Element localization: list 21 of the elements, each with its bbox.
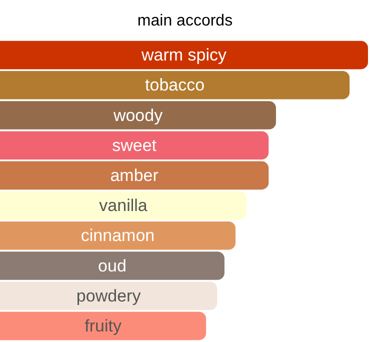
y-tick-label: cinnamon — [80, 226, 155, 246]
bar — [0, 161, 269, 190]
bar — [0, 222, 236, 250]
bar — [0, 282, 218, 310]
y-tick-label: warm spicy — [140, 46, 227, 65]
chart-title: main accords — [137, 12, 233, 30]
bar — [0, 101, 276, 130]
y-tick-label: tobacco — [145, 76, 205, 95]
y-tick-label: oud — [98, 256, 126, 276]
y-tick-label: sweet — [112, 136, 157, 155]
y-tick-label: amber — [110, 166, 159, 185]
y-tick-label: fruity — [84, 316, 122, 336]
bar — [0, 191, 247, 220]
bar — [0, 252, 224, 280]
bar — [0, 131, 269, 160]
y-tick-label: powdery — [76, 286, 142, 306]
bar — [0, 312, 206, 340]
bar — [0, 40, 368, 70]
y-tick-label: woody — [112, 106, 164, 125]
bar — [0, 71, 350, 100]
y-tick-label: vanilla — [99, 196, 148, 216]
